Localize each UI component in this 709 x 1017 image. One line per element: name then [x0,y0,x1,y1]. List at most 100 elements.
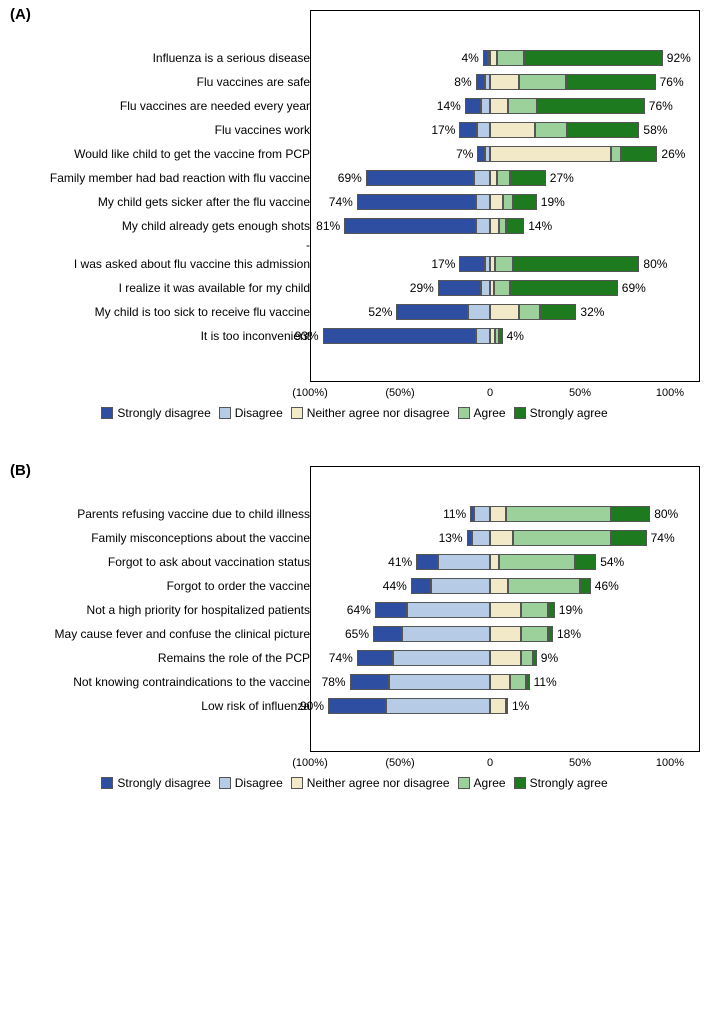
bar-segment [510,170,546,186]
bar-segment [506,698,508,714]
left-pct-label: 29% [410,281,434,295]
chart-row: Not knowing contraindications to the vac… [0,670,709,694]
bar-segment [407,602,490,618]
bar-segment [481,280,490,296]
row-label: Remains the role of the PCP [6,651,310,665]
row-label: May cause fever and confuse the clinical… [6,627,310,641]
row-label: Forgot to ask about vaccination status [6,555,310,569]
left-pct-label: 74% [329,651,353,665]
row-label: Not knowing contraindications to the vac… [6,675,310,689]
bar-segment [490,578,508,594]
bar-area: 11%80% [310,506,700,522]
legend-label: Strongly disagree [117,406,210,420]
chart-rows: Influenza is a serious disease4%92%Flu v… [0,10,709,382]
bar-segment [490,194,503,210]
bar-area: 14%76% [310,98,700,114]
bar-segment [566,74,656,90]
bar-segment [490,98,508,114]
chart-row: Forgot to ask about vaccination status41… [0,550,709,574]
bar-area: 65%18% [310,626,700,642]
bar-area: 78%11% [310,674,700,690]
row-label: Flu vaccines work [6,123,310,137]
bar-segment [521,650,534,666]
bar-area: 29% 69% [310,280,700,296]
bar-segment [411,578,431,594]
right-pct-label: 80% [654,507,678,521]
legend-label: Agree [474,776,506,790]
legend-label: Disagree [235,406,283,420]
legend-item: Disagree [219,406,283,420]
legend-swatch [101,777,113,789]
bar-segment [519,74,566,90]
left-pct-label: 93% [295,329,319,343]
right-pct-label: 58% [643,123,667,137]
left-pct-label: 90% [300,699,324,713]
bar-segment [470,506,474,522]
chart-row: May cause fever and confuse the clinical… [0,622,709,646]
chart-row: Remains the role of the PCP74%9% [0,646,709,670]
bar-segment [535,122,567,138]
legend-item: Disagree [219,776,283,790]
chart-row: My child gets sicker after the flu vacci… [0,190,709,214]
row-label: It is too inconvenient [6,329,310,343]
legend-item: Agree [458,406,506,420]
bar-segment [474,170,490,186]
bar-segment [490,674,510,690]
chart-row: My child is too sick to receive flu vacc… [0,300,709,324]
legend-swatch [458,777,470,789]
bar-segment [402,626,490,642]
bar-segment [506,218,524,234]
legend-label: Disagree [235,776,283,790]
bar-segment [490,122,535,138]
bar-segment [494,280,510,296]
chart-panel: (B)Parents refusing vaccine due to child… [0,456,709,808]
x-axis: (100%)(50%)050%100% [310,752,700,772]
bar-segment [513,256,639,272]
left-pct-label: 69% [338,171,362,185]
bar-segment [490,304,519,320]
bar-segment [490,146,611,162]
bar-segment [537,98,645,114]
bar-segment [490,602,521,618]
bar-segment [357,650,393,666]
bar-segment [490,506,506,522]
bar-segment [611,506,651,522]
left-pct-label: 44% [383,579,407,593]
axis-tick-label: (100%) [292,757,327,769]
bar-segment [611,530,647,546]
bar-area: 52%32% [310,304,700,320]
bar-area: 17%80% [310,256,700,272]
row-label: Flu vaccines are safe [6,75,310,89]
row-label: Flu vaccines are needed every year [6,99,310,113]
bar-segment [481,98,490,114]
bar-segment [575,554,597,570]
left-pct-label: 17% [431,257,455,271]
bar-segment [548,602,555,618]
row-label: My child gets sicker after the flu vacci… [6,195,310,209]
axis-tick-label: 0 [487,757,493,769]
bar-segment [323,328,476,344]
row-label: Not a high priority for hospitalized pat… [6,603,310,617]
bar-segment [490,554,499,570]
bar-segment [366,170,474,186]
bar-segment [459,122,477,138]
bar-segment [499,218,506,234]
legend-item: Strongly disagree [101,406,210,420]
bar-segment [490,74,519,90]
axis-tick-label: 100% [656,757,684,769]
legend-swatch [219,777,231,789]
right-pct-label: 69% [622,281,646,295]
bar-area: 13%74% [310,530,700,546]
right-pct-label: 76% [649,99,673,113]
legend-swatch [291,407,303,419]
bar-segment [540,304,576,320]
bar-segment [476,218,490,234]
right-pct-label: 27% [550,171,574,185]
right-pct-label: 26% [661,147,685,161]
chart-rows: Parents refusing vaccine due to child il… [0,466,709,752]
bar-segment [483,50,488,66]
bar-segment [611,146,622,162]
row-label: Influenza is a serious disease [6,51,310,65]
chart-row: Would like child to get the vaccine from… [0,142,709,166]
right-pct-label: 74% [651,531,675,545]
